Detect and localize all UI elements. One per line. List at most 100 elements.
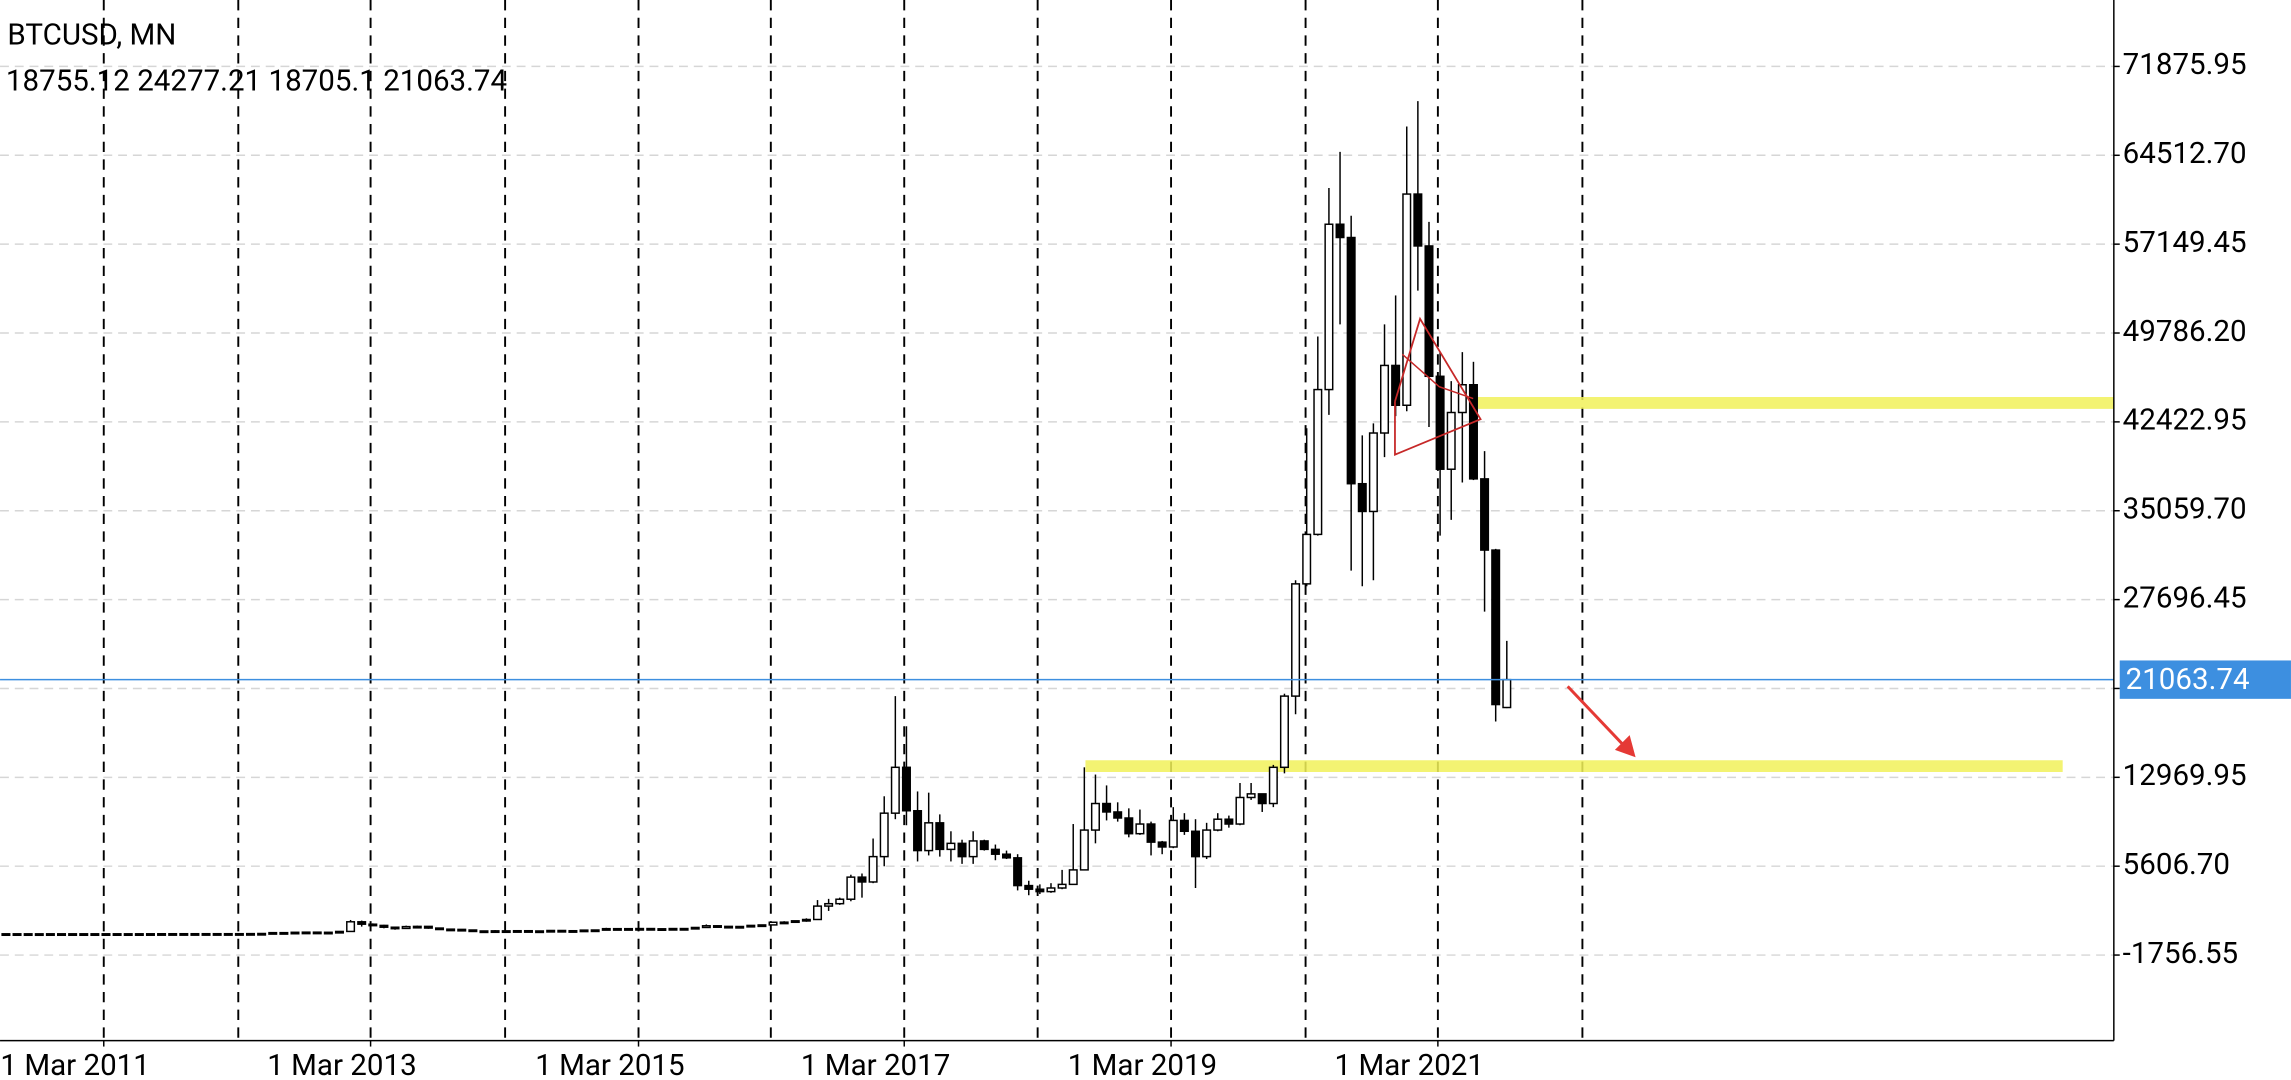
x-tick-label: 1 Mar 2015 xyxy=(535,1049,684,1080)
symbol-title: BTCUSD, MN xyxy=(7,19,176,53)
candle-body xyxy=(990,848,1000,855)
y-tick-label: 27696.45 xyxy=(2123,581,2247,615)
candle-body xyxy=(1157,841,1167,848)
candle-body xyxy=(1168,819,1178,848)
candle-body xyxy=(1235,796,1245,825)
candle-body xyxy=(1491,549,1501,706)
candle-body xyxy=(1402,193,1412,406)
candle-body xyxy=(679,927,689,931)
candle-body xyxy=(1124,817,1134,835)
candle-body xyxy=(1057,883,1067,889)
candle-body xyxy=(701,925,711,929)
candle-body xyxy=(646,927,656,931)
arrow-head xyxy=(1614,735,1636,758)
candle-body xyxy=(268,931,278,935)
candle-body xyxy=(212,932,222,936)
candle-body xyxy=(712,925,722,928)
candle-body xyxy=(290,931,300,935)
y-tick-label: 49786.20 xyxy=(2123,315,2247,349)
candle-body xyxy=(357,921,367,925)
candle-body xyxy=(168,932,178,936)
candle-body xyxy=(635,927,645,931)
price-label: 21063.74 xyxy=(2126,663,2250,697)
y-tick-label: 12969.95 xyxy=(2123,759,2247,793)
candle-body xyxy=(56,933,67,937)
candle-body xyxy=(434,927,445,931)
x-tick-label: 1 Mar 2011 xyxy=(0,1049,149,1080)
candle-body xyxy=(1102,802,1112,813)
candle-body xyxy=(1179,819,1189,833)
candle-body xyxy=(279,931,289,935)
candle-body xyxy=(79,933,89,937)
candle-body xyxy=(423,925,433,929)
x-tick-label: 1 Mar 2021 xyxy=(1335,1049,1484,1080)
candle-body xyxy=(935,822,945,851)
candle-body xyxy=(557,929,567,933)
candle-body xyxy=(490,930,500,934)
candle-body xyxy=(390,926,400,930)
candle-body xyxy=(446,928,456,932)
candle-body xyxy=(890,766,900,814)
candle-body xyxy=(1379,364,1390,434)
candle-body xyxy=(68,933,78,937)
candle-body xyxy=(334,930,344,934)
candle-body xyxy=(23,933,33,937)
candle-body xyxy=(223,932,233,936)
candle-body xyxy=(623,927,634,931)
candle-body xyxy=(401,925,411,930)
candle-body xyxy=(1291,583,1301,697)
candle-body xyxy=(568,929,578,933)
candle-body xyxy=(145,933,155,936)
candle-body xyxy=(468,929,478,933)
candle-body xyxy=(924,822,934,852)
ohlc-high: 24277.21 xyxy=(137,64,261,98)
y-tick-label: 57149.45 xyxy=(2123,226,2247,260)
candle-body xyxy=(245,932,256,936)
candle-body xyxy=(1457,384,1467,414)
candle-body xyxy=(379,924,389,928)
candle-body xyxy=(957,842,967,858)
candle-body xyxy=(134,933,144,936)
candle-body xyxy=(179,932,189,936)
candle-body xyxy=(835,898,845,905)
candle-body xyxy=(1035,888,1045,893)
candle-body xyxy=(868,855,878,883)
y-tick-label: 42422.95 xyxy=(2123,404,2247,438)
candle-body xyxy=(746,924,756,928)
candle-body xyxy=(601,927,611,931)
candle-body xyxy=(801,918,811,922)
x-tick-label: 1 Mar 2019 xyxy=(1068,1049,1217,1080)
candle-body xyxy=(690,926,700,930)
x-tick-label: 1 Mar 2017 xyxy=(801,1049,950,1080)
candle-body xyxy=(1468,384,1478,480)
candle-body xyxy=(479,930,489,934)
candle-body xyxy=(1268,766,1278,805)
candle-body xyxy=(1302,533,1312,585)
candle-body xyxy=(112,933,122,936)
candle-body xyxy=(735,925,745,929)
candle-body xyxy=(657,928,667,932)
candle-body xyxy=(1,933,11,937)
candle-body xyxy=(790,920,800,924)
candle-body xyxy=(1113,811,1123,819)
candle-body xyxy=(757,924,767,928)
candle-body xyxy=(1068,869,1078,886)
candle-body xyxy=(1190,830,1201,858)
candle-body xyxy=(1224,818,1234,825)
arrow-shaft xyxy=(1566,685,1625,747)
candle-body xyxy=(535,930,545,934)
drawn-triangle xyxy=(1394,316,1482,456)
candle-body xyxy=(1502,678,1512,709)
candle-body xyxy=(523,929,533,933)
candle-body xyxy=(1279,695,1289,769)
candle-body xyxy=(201,932,211,936)
candle-body xyxy=(1346,236,1356,485)
candle-body xyxy=(312,931,322,935)
candle-body xyxy=(1446,411,1456,470)
y-tick-label: 64512.70 xyxy=(2123,137,2247,171)
ohlc-low: 18705.1 xyxy=(269,64,376,98)
candle-body xyxy=(1424,245,1434,378)
candle-body xyxy=(301,931,311,935)
x-tick-label: 1 Mar 2013 xyxy=(267,1049,416,1080)
